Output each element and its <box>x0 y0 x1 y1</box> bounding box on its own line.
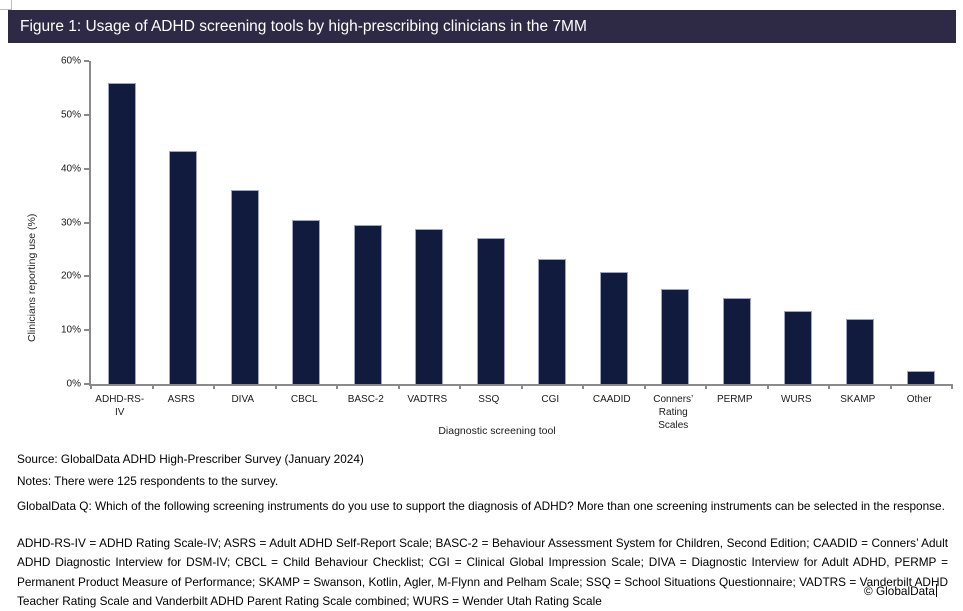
bar <box>599 272 628 384</box>
bar <box>353 224 382 384</box>
y-tick-label: 20% <box>60 270 81 282</box>
plot-area: 0% 10% 20% 30% 40% 50% 60% <box>61 56 953 390</box>
x-tick-mark <box>951 384 953 389</box>
bar <box>907 371 936 384</box>
x-tick-label: CBCL <box>290 394 318 405</box>
x-tick-label: VADTRS <box>407 394 448 405</box>
bar-slot <box>214 61 276 384</box>
x-tick-label: DIVA <box>231 394 255 405</box>
bar <box>722 297 751 384</box>
y-tick-mark <box>84 167 89 170</box>
table-corner-mark <box>0 0 12 10</box>
x-tick-label: SSQ <box>478 394 500 405</box>
bar <box>784 310 813 384</box>
y-tick-label: 0% <box>66 378 81 390</box>
bar-slot <box>645 61 707 384</box>
y-tick-label: 50% <box>60 109 81 121</box>
x-tick-mark <box>459 384 461 389</box>
y-tick-mark <box>84 221 89 224</box>
y-axis-title: Clinicians reporting use (%) <box>26 213 38 342</box>
y-tick-mark <box>84 383 89 385</box>
respondents-note[interactable]: Notes: There were 125 respondents to the… <box>17 474 279 488</box>
text-caret <box>936 584 937 597</box>
bar <box>169 151 198 384</box>
x-tick-mark <box>705 384 707 389</box>
x-tick-mark <box>397 384 400 389</box>
x-labels-row: ADHD-RS-IV ASRS DIVA CBCL BASC-2 VADTRS SSQ CGI… <box>89 393 950 432</box>
bar <box>845 319 874 384</box>
bar <box>538 259 567 384</box>
bar-slot <box>91 61 153 384</box>
x-tick-mark <box>336 384 338 389</box>
x-tick-label: SKAMP <box>840 394 876 405</box>
survey-question-note[interactable]: GlobalData Q: Which of the following scr… <box>17 499 945 513</box>
y-tick-mark <box>84 329 89 332</box>
bar-slot <box>829 61 891 384</box>
bars-row <box>91 61 952 384</box>
x-tick-label: Conners’ Rating Scales <box>653 394 694 431</box>
bar-slot <box>337 61 399 384</box>
bar-slot <box>768 61 830 384</box>
x-tick-label: BASC-2 <box>347 394 384 405</box>
bar <box>661 289 690 384</box>
copyright-notice: © GlobalData <box>864 584 937 598</box>
bar-slot <box>583 61 645 384</box>
y-tick-label: 60% <box>60 55 81 67</box>
figure-title-bar[interactable]: Figure 1: Usage of ADHD screening tools … <box>8 10 956 43</box>
bar-chart-figure[interactable]: Clinicians reporting use (%) 0% 10% 20% 30%… <box>0 55 963 447</box>
x-tick-mark <box>828 384 830 389</box>
y-tick-label: 30% <box>60 217 81 228</box>
bar <box>230 190 259 384</box>
x-tick-label: ASRS <box>167 394 195 405</box>
x-tick-label: WURS <box>780 394 812 405</box>
y-tick-mark <box>84 275 89 278</box>
x-tick-mark <box>90 384 92 389</box>
copyright-text: © GlobalData <box>864 584 935 598</box>
source-note[interactable]: Source: GlobalData ADHD High-Prescriber … <box>17 452 364 466</box>
bar-slot <box>460 61 522 384</box>
bar-slot <box>399 61 461 384</box>
x-tick-label: CAADID <box>592 394 631 405</box>
bar-slot <box>153 61 215 384</box>
x-tick-mark <box>151 384 154 389</box>
abbreviations-note[interactable]: ADHD-RS-IV = ADHD Rating Scale-IV; ASRS … <box>17 536 948 608</box>
figure-title: Figure 1: Usage of ADHD screening tools … <box>20 18 587 35</box>
y-tick-label: 40% <box>60 163 81 175</box>
bar-slot <box>276 61 338 384</box>
bar-slot <box>706 61 768 384</box>
y-tick-mark <box>84 60 89 62</box>
x-tick-label: Other <box>906 394 932 405</box>
y-tick-label: 10% <box>60 324 81 336</box>
y-tick-mark <box>84 113 89 116</box>
x-tick-mark <box>213 384 215 389</box>
bar <box>476 237 505 384</box>
x-tick-mark <box>889 384 892 389</box>
bar <box>415 228 444 384</box>
bar-slot <box>891 61 953 384</box>
bar <box>107 82 136 384</box>
x-tick-mark <box>582 384 584 389</box>
x-axis-title: Diagnostic screening tool <box>438 425 556 437</box>
x-tick-mark <box>520 384 523 389</box>
x-tick-mark <box>766 384 769 389</box>
x-tick-mark <box>643 384 646 389</box>
x-tick-label: PERMP <box>716 394 753 405</box>
x-tick-mark <box>274 384 277 389</box>
bar-slot <box>522 61 584 384</box>
x-tick-label: CGI <box>541 394 560 405</box>
bar <box>292 220 321 384</box>
x-tick-label: ADHD-RS-IV <box>95 394 145 418</box>
